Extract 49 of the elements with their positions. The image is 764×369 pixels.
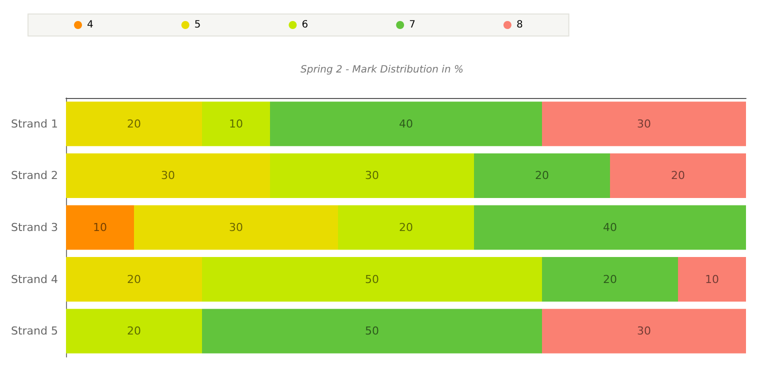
data-label: 20 [399, 221, 414, 234]
data-label: 10 [705, 272, 719, 286]
bar [542, 257, 678, 302]
bar [202, 257, 542, 302]
bar [270, 153, 474, 198]
bar [66, 257, 202, 302]
bar [134, 205, 338, 250]
data-label: 30 [161, 169, 176, 182]
data-label: 30 [229, 221, 244, 234]
y-tick-label: Strand 4 [10, 272, 58, 286]
data-label: 10 [93, 221, 108, 234]
bar [66, 153, 270, 198]
bar [542, 102, 746, 146]
data-label: 30 [365, 169, 380, 182]
data-label: 20 [603, 272, 617, 286]
bar [474, 205, 746, 250]
y-tick-label: Strand 1 [10, 117, 58, 130]
legend-label: 5 [194, 20, 201, 30]
bar [270, 102, 542, 146]
y-tick-label: Strand 3 [10, 221, 58, 234]
data-label: 20 [671, 169, 685, 182]
legend-label: 7 [409, 20, 416, 30]
bar [542, 308, 746, 354]
data-label: 30 [637, 117, 651, 130]
bar [66, 308, 202, 354]
bar [338, 205, 474, 250]
data-label: 30 [637, 324, 651, 338]
data-label: 20 [127, 117, 142, 130]
data-label: 50 [365, 324, 380, 338]
legend-label: 6 [302, 20, 308, 30]
bar [610, 153, 746, 198]
bar [678, 257, 746, 302]
bar [474, 153, 610, 198]
data-label: 40 [603, 221, 617, 234]
legend-label: 8 [516, 20, 523, 30]
bar [202, 308, 542, 354]
bar [66, 205, 134, 250]
bar [202, 102, 270, 146]
legend-label: 4 [87, 20, 94, 30]
bar [66, 102, 202, 146]
data-label: 10 [229, 117, 244, 130]
data-label: 40 [399, 117, 414, 130]
y-tick-label: Strand 5 [10, 324, 58, 338]
y-tick-label: Strand 2 [10, 169, 58, 182]
data-label: 20 [535, 169, 549, 182]
data-label: 20 [127, 272, 142, 286]
data-label: 20 [127, 324, 142, 338]
data-label: 50 [365, 272, 380, 286]
chart-title: Spring 2 - Mark Distribution in % [300, 64, 464, 76]
